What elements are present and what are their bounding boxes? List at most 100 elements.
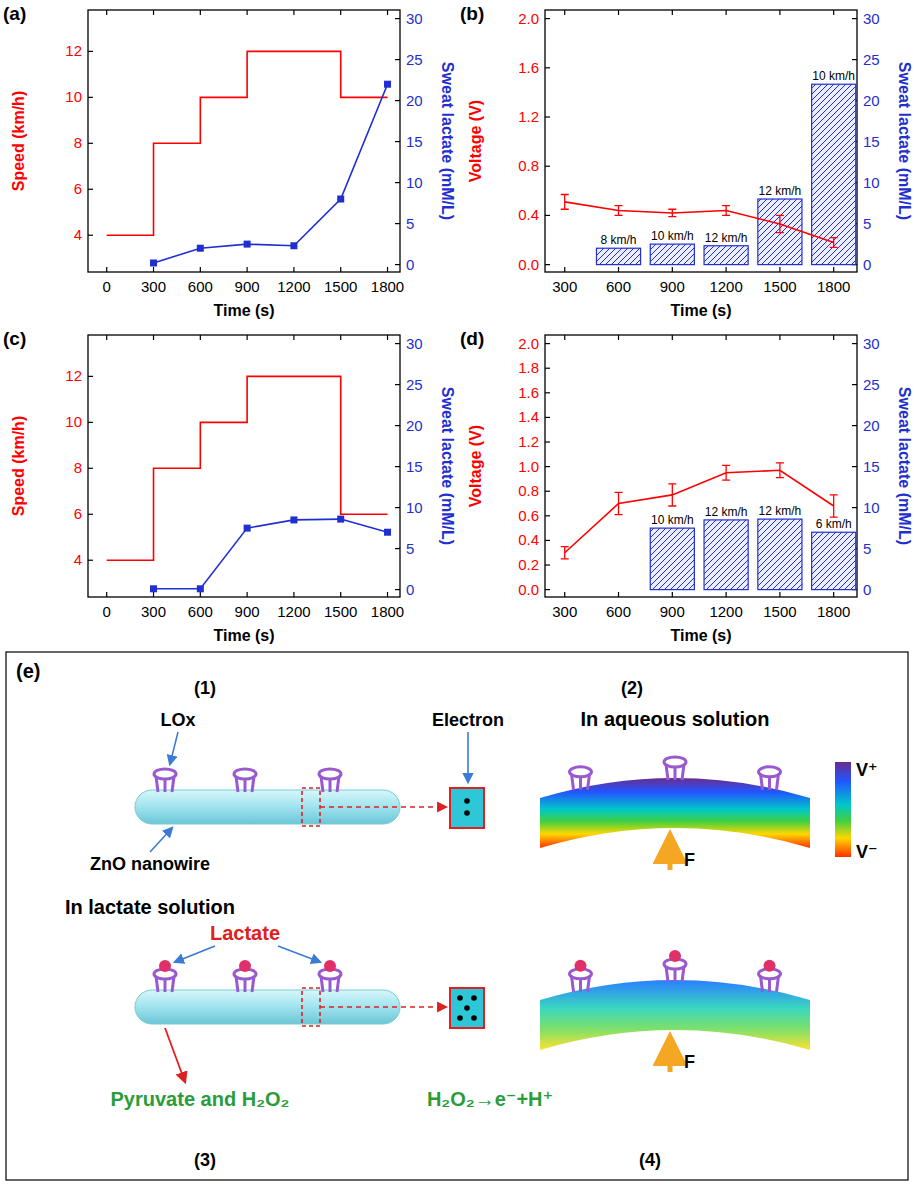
y-tick	[545, 368, 550, 369]
y-tick	[545, 18, 550, 19]
y2-tick	[852, 466, 857, 467]
lox-enzyme	[154, 960, 176, 992]
error-bar	[561, 195, 569, 210]
y2-tick-label: 0	[406, 581, 414, 598]
x-tick	[200, 592, 201, 597]
lactate-molecule	[669, 950, 681, 962]
error-bar	[561, 547, 569, 559]
y2-tick-label: 5	[863, 540, 871, 557]
product-label: Pyruvate and H₂O₂	[111, 1088, 290, 1110]
x-tick-label: 600	[188, 603, 213, 620]
x-tick	[387, 335, 388, 340]
x-axis-title: Time (s)	[670, 627, 731, 644]
bar-label: 12 km/h	[759, 184, 802, 198]
electron	[471, 1015, 477, 1021]
x-tick	[618, 335, 619, 340]
y-tick	[545, 540, 550, 541]
x-tick	[247, 10, 248, 15]
bar-label: 10 km/h	[651, 229, 694, 243]
x-tick	[779, 335, 780, 340]
y2-tick-label: 15	[406, 133, 423, 150]
y2-tick-label: 5	[406, 540, 414, 557]
x-axis-title: Time (s)	[213, 627, 274, 644]
y2-tick	[852, 507, 857, 508]
enzyme-ring	[319, 769, 341, 779]
x-tick	[340, 335, 341, 340]
step-label: (2)	[621, 678, 643, 698]
y2-tick	[395, 141, 400, 142]
pointer	[165, 1028, 185, 1082]
x-tick	[779, 592, 780, 597]
enzyme-ring	[154, 769, 176, 779]
plot-frame	[545, 335, 857, 597]
x-tick	[200, 335, 201, 340]
y-tick	[545, 264, 550, 265]
bar-label: 10 km/h	[812, 69, 855, 83]
x-tick-label: 1500	[324, 603, 357, 620]
x-tick	[293, 592, 294, 597]
y2-tick-label: 25	[863, 51, 880, 68]
y2-tick	[852, 384, 857, 385]
marker	[337, 196, 344, 203]
error-bar	[615, 492, 623, 514]
y2-axis-title: Sweat lactate (mM/L)	[439, 62, 456, 220]
bar	[758, 519, 802, 590]
x-tick	[153, 267, 154, 272]
electron	[457, 1015, 463, 1021]
y-tick	[545, 166, 550, 167]
bar-label: 8 km/h	[601, 233, 637, 247]
panel-letter: (c)	[3, 328, 26, 349]
x-tick	[833, 10, 834, 15]
nanowire-label: ZnO nanowire	[90, 854, 210, 874]
lox-enzyme	[234, 960, 256, 992]
y2-tick-label: 30	[863, 10, 880, 27]
y-tick-label: 1.0	[518, 458, 539, 475]
y-tick-label: 4	[74, 551, 82, 568]
y2-tick	[395, 343, 400, 344]
lox-enzyme	[570, 767, 592, 790]
x-tick	[672, 267, 673, 272]
y2-tick-label: 20	[863, 92, 880, 109]
pointer	[467, 732, 469, 782]
panel-letter: (e)	[16, 660, 40, 682]
enzyme-ring	[759, 767, 781, 777]
panel: 3006009001200150018000.00.40.81.21.62.00…	[460, 3, 913, 319]
y-tick-label: 1.8	[518, 359, 539, 376]
x-tick-label: 300	[552, 603, 577, 620]
x-tick	[618, 267, 619, 272]
x-tick-label: 900	[235, 603, 260, 620]
x-tick-label: 1800	[817, 278, 850, 295]
x-tick-label: 1200	[277, 603, 310, 620]
y-tick-label: 1.2	[518, 433, 539, 450]
x-tick-label: 300	[552, 278, 577, 295]
y2-tick-label: 25	[406, 376, 423, 393]
y2-tick	[852, 425, 857, 426]
x-tick	[833, 335, 834, 340]
lox-label: LOx	[160, 710, 195, 730]
x-axis-title: Time (s)	[213, 302, 274, 319]
marker	[150, 259, 157, 266]
x-tick-label: 1200	[277, 278, 310, 295]
y-axis-title: Speed (km/h)	[10, 91, 27, 191]
x-tick	[153, 10, 154, 15]
color-bar-label: V⁺	[856, 760, 878, 780]
y-tick-label: 1.6	[518, 384, 539, 401]
y-tick-label: 10	[65, 413, 82, 430]
y2-tick-label: 10	[863, 499, 880, 516]
line	[154, 84, 388, 263]
force-label: F	[684, 1052, 695, 1072]
diagram: (e)(1)(2)(3)(4)LOxElectronZnO nanowireIn…	[6, 652, 908, 1180]
y-tick-label: 2.0	[518, 10, 539, 27]
error-bar	[776, 463, 784, 478]
y-tick-label: 12	[65, 42, 82, 59]
x-tick-label: 600	[606, 278, 631, 295]
marker	[244, 241, 251, 248]
color-bar	[835, 762, 851, 857]
panel-frame	[6, 652, 908, 1180]
bar	[704, 246, 748, 265]
y-tick	[88, 97, 93, 98]
y-tick-label: 0.4	[518, 531, 539, 548]
y2-tick-label: 5	[406, 215, 414, 232]
y2-tick	[395, 18, 400, 19]
y2-tick-label: 30	[406, 10, 423, 27]
